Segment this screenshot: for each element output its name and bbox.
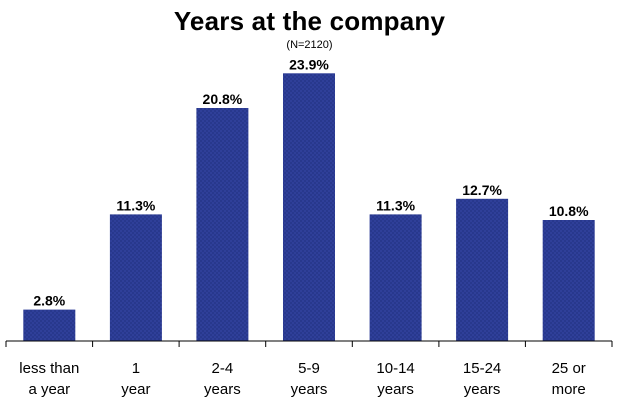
category-label-3: 5-9 years xyxy=(291,360,328,398)
data-label-0: 2.8% xyxy=(33,293,65,309)
category-label-4: 10-14 years xyxy=(376,360,414,398)
category-label-1: 1 year xyxy=(121,360,150,398)
category-label-6: 25 or more xyxy=(552,360,586,398)
bar-6 xyxy=(542,220,595,341)
category-label-5: 15-24 years xyxy=(463,360,501,398)
category-label-0: less than a year xyxy=(19,360,79,398)
category-labels-group: less than a year 1 year 2-4 years 5-9 years 10-1… xyxy=(19,360,586,398)
bar-4 xyxy=(369,214,422,341)
data-label-6: 10.8% xyxy=(549,203,589,219)
bar-0 xyxy=(23,309,76,341)
data-labels-group: 2.8% 11.3% 20.8% 23.9% 11.3% 12.7% 10.8% xyxy=(33,56,589,308)
bar-3 xyxy=(283,73,335,342)
bar-5 xyxy=(456,198,509,341)
bar-2 xyxy=(196,108,249,341)
category-label-2: 2-4 years xyxy=(204,360,241,398)
data-label-5: 12.7% xyxy=(462,182,502,198)
chart-subtitle: (N=2120) xyxy=(286,39,333,51)
bar-1 xyxy=(109,214,162,341)
data-label-1: 11.3% xyxy=(116,197,155,213)
data-label-4: 11.3% xyxy=(376,197,415,213)
bars-group xyxy=(23,73,595,342)
x-ticks-group xyxy=(5,341,613,347)
data-label-3: 23.9% xyxy=(289,56,329,72)
chart-title: Years at the company xyxy=(173,6,446,36)
data-label-2: 20.8% xyxy=(203,91,243,107)
